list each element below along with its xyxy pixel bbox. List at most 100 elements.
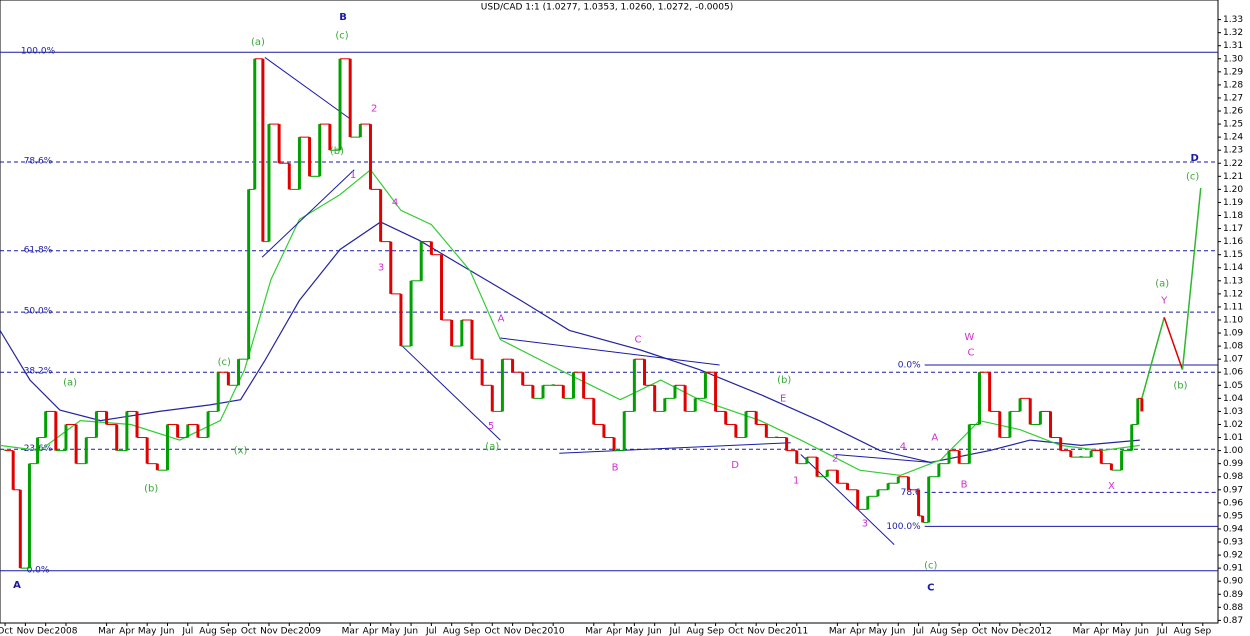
y-tick-label: 0.91 [1223,564,1243,574]
y-tick-label: 1.13 [1223,276,1243,286]
wave-label: (x) [234,446,248,457]
wave-label: (a) [485,442,499,453]
y-tick-label: 1.20 [1223,185,1243,195]
y-tick-label: 1.26 [1223,107,1243,117]
y-tick-label: 1.00 [1223,446,1243,456]
fib-label: 78.6% [24,156,53,166]
wave-label: (a) [251,37,265,48]
wave-label: Y [1160,295,1168,306]
wave-label: 1 [793,476,799,487]
fib-label: 0.0% [898,361,921,371]
x-tick-label: Dec [281,627,298,636]
x-tick-label: Dec [524,627,541,636]
x-tick-label: Sep [951,627,968,636]
fib-label: 0.0% [27,565,50,575]
y-tick-label: 0.97 [1223,485,1243,495]
y-tick-label: 1.02 [1223,420,1243,430]
fib-label: 100.0% [886,522,921,532]
y-tick-label: 0.95 [1223,511,1243,521]
x-tick-label: Aug [686,627,704,636]
projection [1163,317,1184,370]
x-tick-label: Apr [363,627,379,636]
y-tick-label: 0.87 [1223,616,1243,626]
x-tick-label: Nov [747,627,765,636]
y-tick-label: 1.30 [1223,54,1243,64]
x-tick-label: May [138,627,157,636]
y-tick-label: 0.88 [1223,603,1243,613]
x-tick-label: Dec [768,627,785,636]
fib-label: 78.6 [901,488,921,498]
y-tick-label: 1.03 [1223,407,1243,417]
y-tick-label: 0.93 [1223,538,1243,548]
wave-label: A [931,433,938,444]
x-tick-label: Sep [1194,627,1211,636]
y-tick-label: 1.21 [1223,172,1243,182]
y-tick-label: 0.98 [1223,472,1243,482]
wave-label: (a) [63,378,77,389]
y-tick-label: 1.10 [1223,315,1243,325]
wave-label: D [731,460,739,471]
wave-label: E [780,393,786,404]
x-tick-label: Jun [890,627,905,636]
wave-label: 4 [900,442,906,453]
x-tick-label: Jul [912,627,924,636]
x-tick-label: Sep [707,627,724,636]
x-tick-label: Sep [220,627,237,636]
wave-label: 1 [350,170,356,181]
x-tick-label: Apr [119,627,135,636]
wave-label: B [961,480,968,491]
wave-label: 5 [488,421,494,432]
wave-label: 2 [371,103,377,114]
x-tick-label: Mar [829,627,846,636]
fib-label: 61.8% [24,245,53,255]
x-tick-label: Apr [850,627,866,636]
wave-label: C [967,348,974,359]
chart-title: USD/CAD 1:1 (1.0277, 1.0353, 1.0260, 1.0… [481,3,733,13]
x-tick-label: Sep [463,627,480,636]
y-tick-label: 0.99 [1223,459,1243,469]
y-tick-label: 1.25 [1223,120,1243,130]
y-tick-label: 1.09 [1223,329,1243,339]
wave-label: (c) [1186,171,1199,182]
wave-label: C [635,335,642,346]
wave-label: (b) [1173,380,1187,391]
y-tick-label: 1.05 [1223,381,1243,391]
x-tick-label: Mar [342,627,359,636]
y-tick-label: 1.31 [1223,41,1243,51]
y-tick-label: 1.17 [1223,224,1243,234]
wave-label: (b) [330,146,344,157]
x-tick-label: Dec [1011,627,1028,636]
x-tick-label: Oct [972,627,988,636]
x-tick-label: Nov [991,627,1009,636]
trendline [500,337,720,366]
y-tick-label: 0.96 [1223,498,1243,508]
y-tick-label: 0.94 [1223,524,1243,534]
y-tick-label: 0.89 [1223,590,1243,600]
x-tick-label: Jun [1134,627,1149,636]
wave-label: 3 [862,519,868,530]
y-tick-label: 1.04 [1223,394,1243,404]
x-tick-label: Nov [17,627,35,636]
y-tick-label: 1.08 [1223,342,1243,352]
x-tick-label: 2010 [542,627,565,636]
x-tick-label: May [625,627,644,636]
y-tick-label: 1.29 [1223,67,1243,77]
y-tick-label: 1.32 [1223,28,1243,38]
y-tick-label: 1.01 [1223,433,1243,443]
y-tick-label: 1.07 [1223,355,1243,365]
x-tick-label: Aug [930,627,948,636]
x-tick-label: Oct [241,627,257,636]
wave-label: B [612,463,619,474]
x-tick-label: Aug [443,627,461,636]
wave-label: (b) [777,375,791,386]
y-tick-label: 1.12 [1223,289,1243,299]
y-tick-label: 1.16 [1223,237,1243,247]
projection [1181,188,1202,370]
x-tick-label: Apr [606,627,622,636]
wave-label: D [1190,153,1198,164]
trendline [559,442,791,454]
x-tick-label: Jun [647,627,662,636]
wave-label: A [498,314,505,325]
y-tick-label: 1.27 [1223,93,1243,103]
fib-label: 50.0% [24,307,53,317]
